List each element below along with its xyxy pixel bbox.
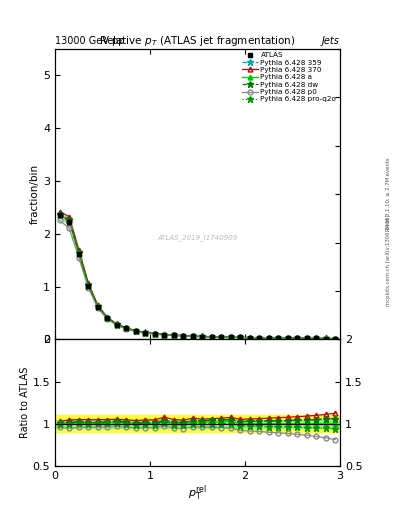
Title: Relative $p_{T}$ (ATLAS jet fragmentation): Relative $p_{T}$ (ATLAS jet fragmentatio… [99,34,296,49]
Text: ATLAS_2019_I1740909: ATLAS_2019_I1740909 [157,234,238,241]
X-axis label: $p_{\rm T}^{\rm rel}$: $p_{\rm T}^{\rm rel}$ [188,483,207,503]
Y-axis label: Ratio to ATLAS: Ratio to ATLAS [20,367,30,438]
Text: Rivet 3.1.10; ≥ 2.7M events: Rivet 3.1.10; ≥ 2.7M events [386,157,391,231]
Y-axis label: fraction/bin: fraction/bin [30,164,40,224]
Bar [55,419,340,428]
Text: mcplots.cern.ch [arXiv:1306.3436]: mcplots.cern.ch [arXiv:1306.3436] [386,215,391,306]
Text: 13000 GeV pp: 13000 GeV pp [55,36,125,46]
Bar [55,415,340,432]
Legend: ATLAS, Pythia 6.428 359, Pythia 6.428 370, Pythia 6.428 a, Pythia 6.428 dw, Pyth: ATLAS, Pythia 6.428 359, Pythia 6.428 37… [241,51,338,104]
Text: Jets: Jets [322,36,340,46]
